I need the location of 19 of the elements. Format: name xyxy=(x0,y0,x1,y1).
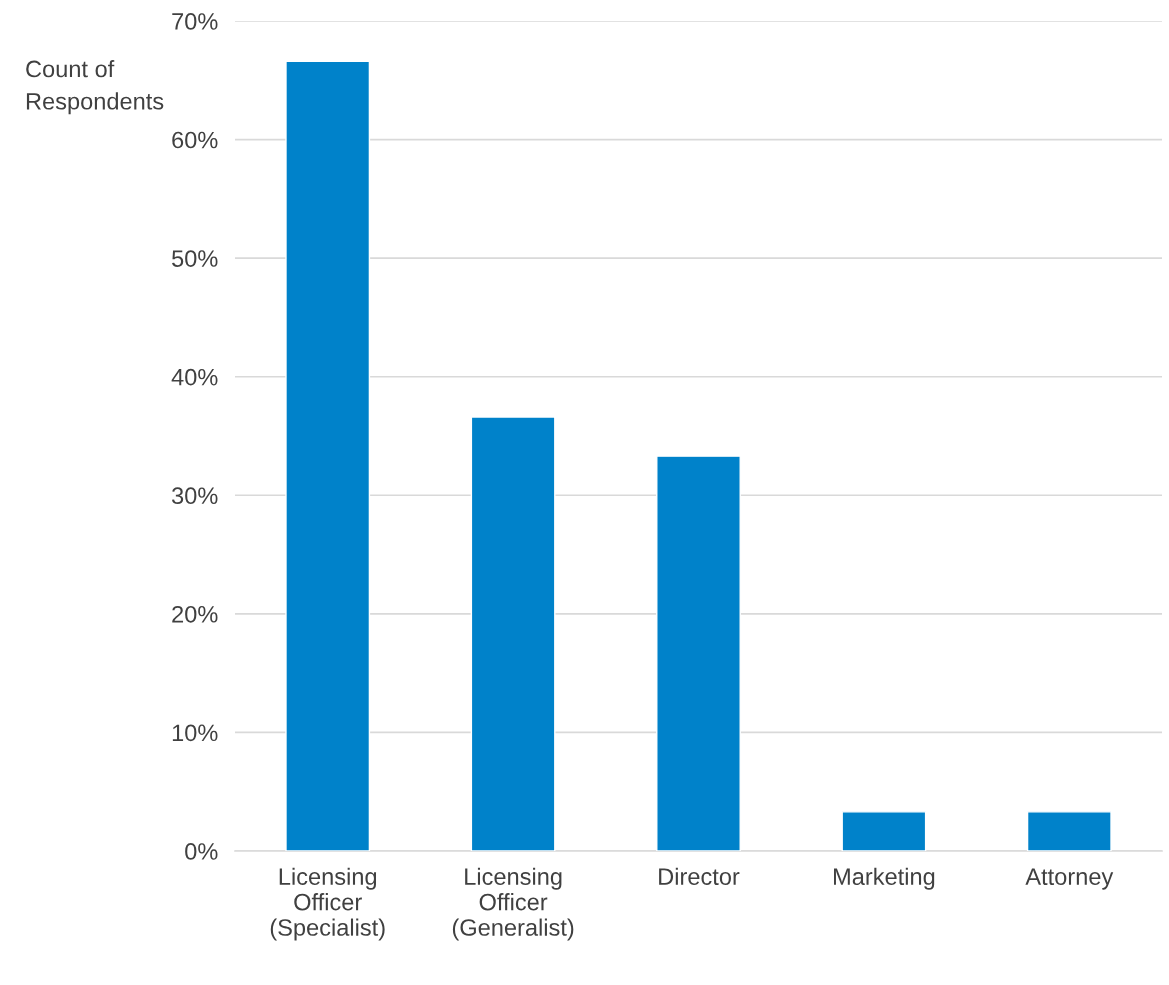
y-axis-title: Count of Respondents xyxy=(26,60,164,115)
y-tick-label: 50% xyxy=(172,250,218,267)
y-tick-label: 30% xyxy=(171,487,218,505)
bar xyxy=(470,416,556,851)
x-tick-label: Licensing Officer (Generalist) xyxy=(452,867,574,941)
x-tick-label: Licensing Officer (Specialist) xyxy=(270,867,385,941)
x-tick-label: Marketing xyxy=(834,867,935,890)
bar xyxy=(841,811,927,851)
y-tick-label: 0% xyxy=(185,843,218,860)
y-tick-label: 60% xyxy=(172,131,218,149)
x-tick-label: Attorney xyxy=(1025,868,1114,890)
bar xyxy=(285,60,371,851)
x-tick-label: Director xyxy=(659,867,740,886)
y-tick-label: 70% xyxy=(172,13,218,30)
y-tick-label: 40% xyxy=(171,368,218,386)
bar xyxy=(656,455,741,851)
y-tick-label: 20% xyxy=(172,605,218,623)
y-tick-label: 10% xyxy=(172,724,218,742)
bar xyxy=(1026,811,1112,851)
